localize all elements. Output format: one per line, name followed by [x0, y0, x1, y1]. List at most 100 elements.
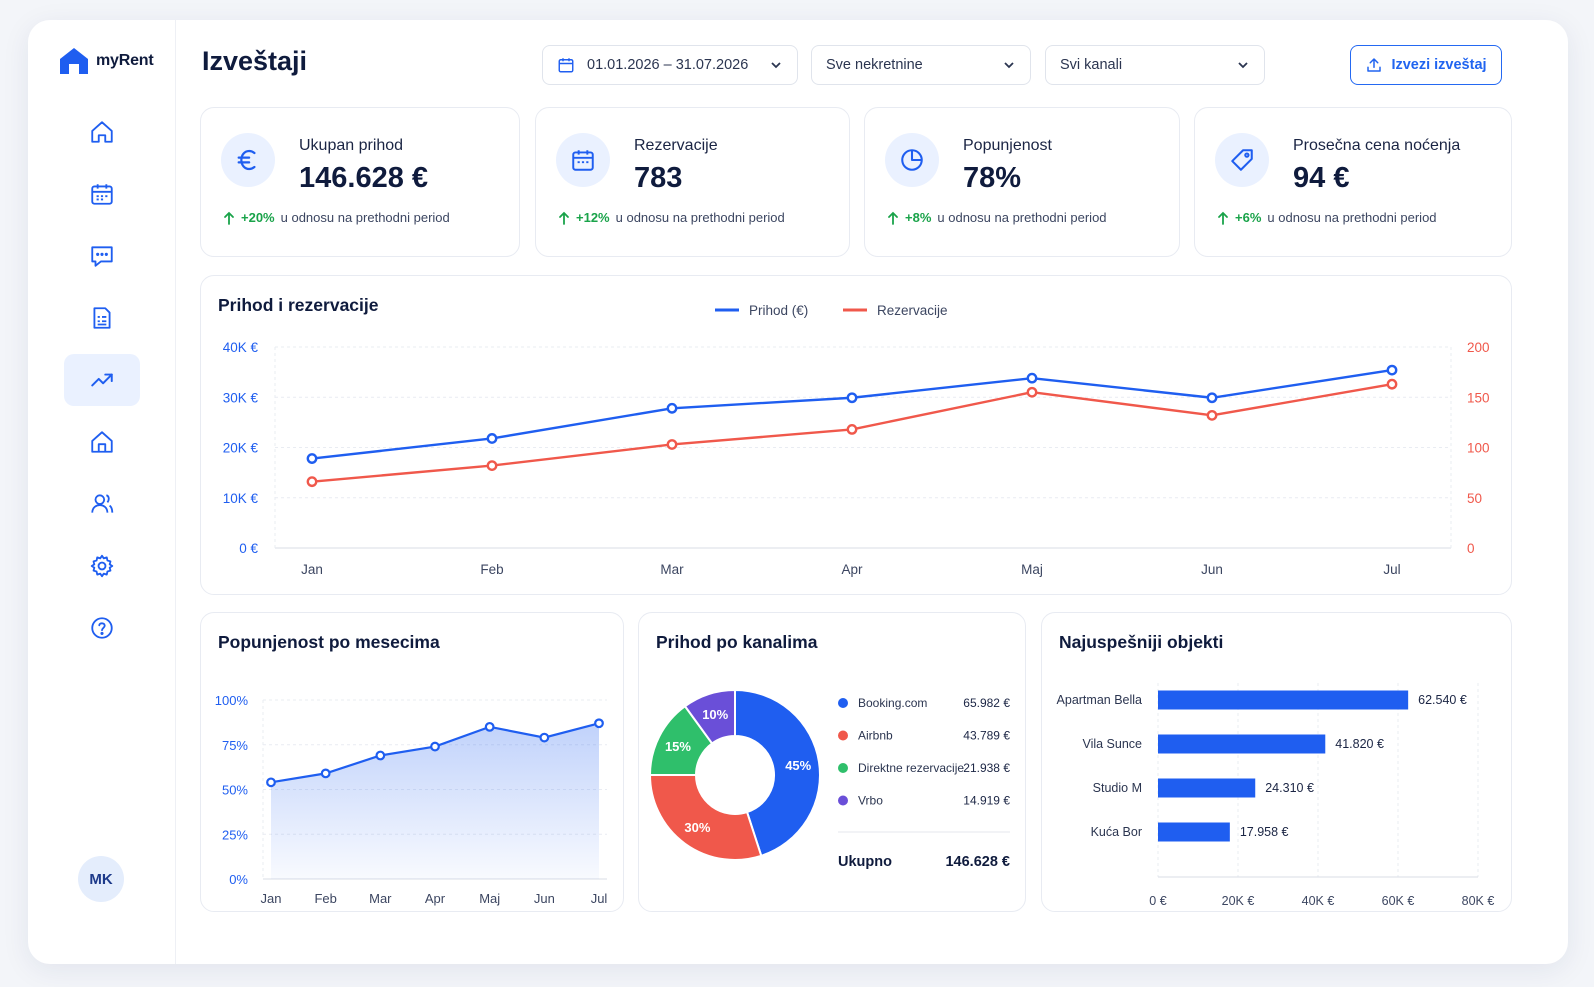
- property-select-value: Sve nekretnine: [826, 57, 923, 73]
- gear-icon: [90, 554, 114, 578]
- data-point: [375, 750, 386, 761]
- date-range-select[interactable]: 01.01.2026 – 31.07.2026: [542, 45, 798, 85]
- sidebar-item-reports[interactable]: [64, 354, 140, 406]
- chart-title: Popunjenost po mesecima: [218, 632, 440, 652]
- y-left-tick-label: 40K €: [223, 340, 259, 355]
- legend-label: Airbnb: [858, 729, 893, 743]
- sidebar-item-guests[interactable]: [64, 478, 140, 530]
- kpi-change-percent: +6%: [1235, 210, 1262, 225]
- x-tick-label: 0 €: [1149, 894, 1166, 908]
- data-point: [486, 460, 498, 471]
- donut-slice: [734, 688, 821, 858]
- kpi-change: +12% u odnosu na prethodni period: [558, 210, 785, 225]
- data-point: [1026, 372, 1038, 384]
- sidebar-item-messages[interactable]: [64, 230, 140, 282]
- channel-revenue-card: Prihod po kanalima 45% 30% 15% 10% Booking.c…: [638, 612, 1026, 912]
- arrow-up-icon: [1218, 211, 1228, 225]
- kpi-change-text: u odnosu na prethodni period: [280, 210, 450, 225]
- data-point: [1206, 409, 1218, 421]
- chart-title: Najuspešniji objekti: [1059, 632, 1224, 652]
- export-report-label: Izvezi izveštaj: [1391, 57, 1487, 73]
- kpi-change-text: u odnosu na prethodni period: [615, 210, 785, 225]
- logo[interactable]: myRent: [58, 46, 154, 76]
- arrow-up-icon: [559, 211, 569, 225]
- bar: [1158, 690, 1409, 710]
- calendar-icon: [91, 184, 113, 205]
- channel-select[interactable]: Svi kanali: [1045, 45, 1265, 85]
- legend-value: 43.789 €: [963, 729, 1010, 743]
- calendar-icon: [556, 133, 610, 187]
- avatar[interactable]: MK: [78, 856, 124, 902]
- data-point: [539, 732, 550, 743]
- x-tick-label: 80K €: [1462, 894, 1495, 908]
- export-report-button[interactable]: Izvezi izveštaj: [1350, 45, 1502, 85]
- category-label: Apartman Bella: [1057, 693, 1143, 707]
- donut-slice: [683, 688, 736, 745]
- kpi-change-percent: +20%: [241, 210, 275, 225]
- kpi-change: +8% u odnosu na prethodni period: [887, 210, 1107, 225]
- sidebar-item-documents[interactable]: [64, 292, 140, 344]
- donut-slice: [648, 774, 763, 861]
- slice-label: 30%: [684, 820, 710, 835]
- x-tick-label: Jul: [591, 891, 608, 906]
- x-tick-label: Jun: [534, 891, 555, 906]
- legend-label: Vrbo: [858, 794, 883, 808]
- kpi-label: Prosečna cena noćenja: [1293, 137, 1461, 154]
- chart-title: Prihod po kanalima: [656, 632, 818, 652]
- data-point: [846, 392, 858, 404]
- x-tick-label: Feb: [480, 562, 503, 577]
- legend-label: Direktne rezervacije: [858, 761, 964, 775]
- bar: [1158, 734, 1326, 754]
- x-tick-label: Jun: [1201, 562, 1223, 577]
- chevron-down-icon: [771, 62, 781, 69]
- y-left-tick-label: 30K €: [223, 390, 259, 405]
- kpi-value: 783: [634, 162, 683, 194]
- revenue-bookings-chart-card: Prihod i rezervacije 0 € 10K € 20K € 30K € 4…: [200, 275, 1512, 595]
- x-tick-label: Feb: [314, 891, 336, 906]
- euro-icon: [221, 133, 275, 187]
- property-icon: [91, 431, 113, 453]
- legend-swatch: [838, 698, 848, 708]
- data-point: [320, 768, 331, 779]
- top-properties-card: Najuspešniji objekti 0 € 20K € 40K € 60K € 8…: [1041, 612, 1512, 912]
- legend-label: Booking.com: [858, 696, 927, 710]
- y-right-tick-label: 0: [1467, 541, 1475, 556]
- bar-value-label: 41.820 €: [1335, 737, 1384, 751]
- property-select[interactable]: Sve nekretnine: [811, 45, 1031, 85]
- sidebar-item-settings[interactable]: [64, 540, 140, 592]
- document-icon: [93, 307, 111, 329]
- y-left-tick-label: 20K €: [223, 441, 259, 456]
- x-tick-label: Apr: [425, 891, 446, 906]
- trend-icon: [91, 373, 113, 387]
- kpi-label: Popunjenost: [963, 137, 1052, 154]
- sidebar-item-help[interactable]: [64, 602, 140, 654]
- kpi-change-percent: +8%: [905, 210, 932, 225]
- app-name: myRent: [96, 52, 154, 69]
- y-right-tick-label: 100: [1467, 441, 1490, 456]
- occupancy-chart-card: Popunjenost po mesecima 0% 25% 50% 75% 100% J…: [200, 612, 624, 912]
- logo-house-icon: [60, 48, 88, 74]
- x-tick-label: Jul: [1383, 562, 1400, 577]
- data-point: [1206, 392, 1218, 404]
- legend-swatch: [838, 763, 848, 773]
- sidebar-item-calendar[interactable]: [64, 168, 140, 220]
- y-right-tick-label: 150: [1467, 390, 1490, 405]
- arrow-up-icon: [888, 211, 898, 225]
- occupancy-chart: 0% 25% 50% 75% 100% Jan Feb Mar Apr Maj Jun Jul: [215, 693, 608, 906]
- x-tick-label: Jan: [301, 562, 323, 577]
- home-icon: [91, 121, 113, 143]
- date-range-value: 01.01.2026 – 31.07.2026: [587, 57, 749, 73]
- sidebar-item-home[interactable]: [64, 106, 140, 158]
- chart-title: Prihod i rezervacije: [218, 295, 379, 315]
- kpi-change-text: u odnosu na prethodni period: [1267, 210, 1437, 225]
- app-window: myRent: [28, 20, 1568, 964]
- kpi-label: Ukupan prihod: [299, 137, 404, 154]
- sidebar-item-properties[interactable]: [64, 416, 140, 468]
- data-point: [1386, 378, 1398, 390]
- bar-value-label: 17.958 €: [1240, 825, 1289, 839]
- x-tick-label: 60K €: [1382, 894, 1415, 908]
- bar: [1158, 778, 1256, 798]
- chevron-down-icon: [1004, 62, 1014, 69]
- y-tick-label: 75%: [222, 738, 248, 753]
- bar: [1158, 822, 1230, 842]
